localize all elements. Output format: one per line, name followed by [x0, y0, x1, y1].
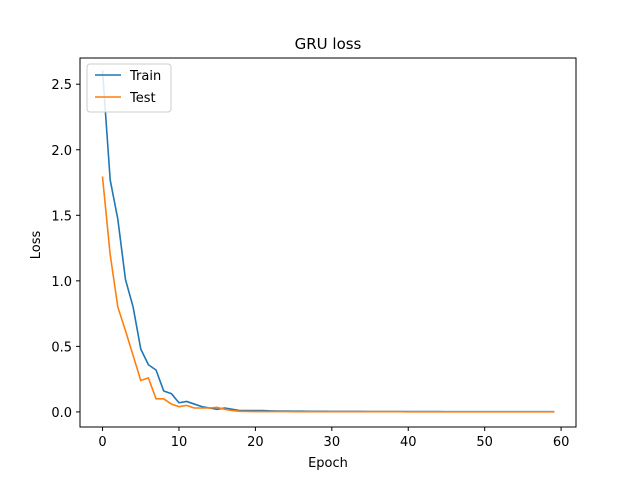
x-axis: 0 10 20 30 40 50 60 [98, 427, 569, 450]
x-tick-label: 0 [98, 435, 106, 450]
legend-label: Train [129, 69, 161, 84]
legend-label: Test [129, 91, 156, 106]
plot-frame [79, 57, 577, 428]
series-line-test [101, 176, 555, 413]
y-tick-label: 2.5 [51, 78, 72, 93]
y-tick-label: 1.0 [51, 275, 72, 290]
legend-box [86, 63, 172, 113]
y-axis-label: Loss [29, 231, 44, 260]
y-tick-label: 0.5 [51, 340, 72, 355]
y-tick-label: 0.0 [51, 406, 72, 421]
x-tick-label: 30 [324, 435, 341, 450]
x-tick-label: 20 [247, 435, 264, 450]
y-tick-label: 1.5 [51, 209, 72, 224]
x-axis-label: Epoch [308, 456, 348, 471]
y-tick-label: 2.0 [51, 144, 72, 159]
x-tick-label: 40 [400, 435, 417, 450]
legend: Train Test [86, 63, 172, 113]
chart-title: GRU loss [295, 35, 362, 53]
series-layer [101, 70, 555, 413]
y-axis: 0.0 0.5 1.0 1.5 2.0 2.5 [51, 78, 80, 421]
x-tick-label: 10 [171, 435, 188, 450]
x-tick-label: 50 [476, 435, 493, 450]
x-tick-label: 60 [553, 435, 570, 450]
